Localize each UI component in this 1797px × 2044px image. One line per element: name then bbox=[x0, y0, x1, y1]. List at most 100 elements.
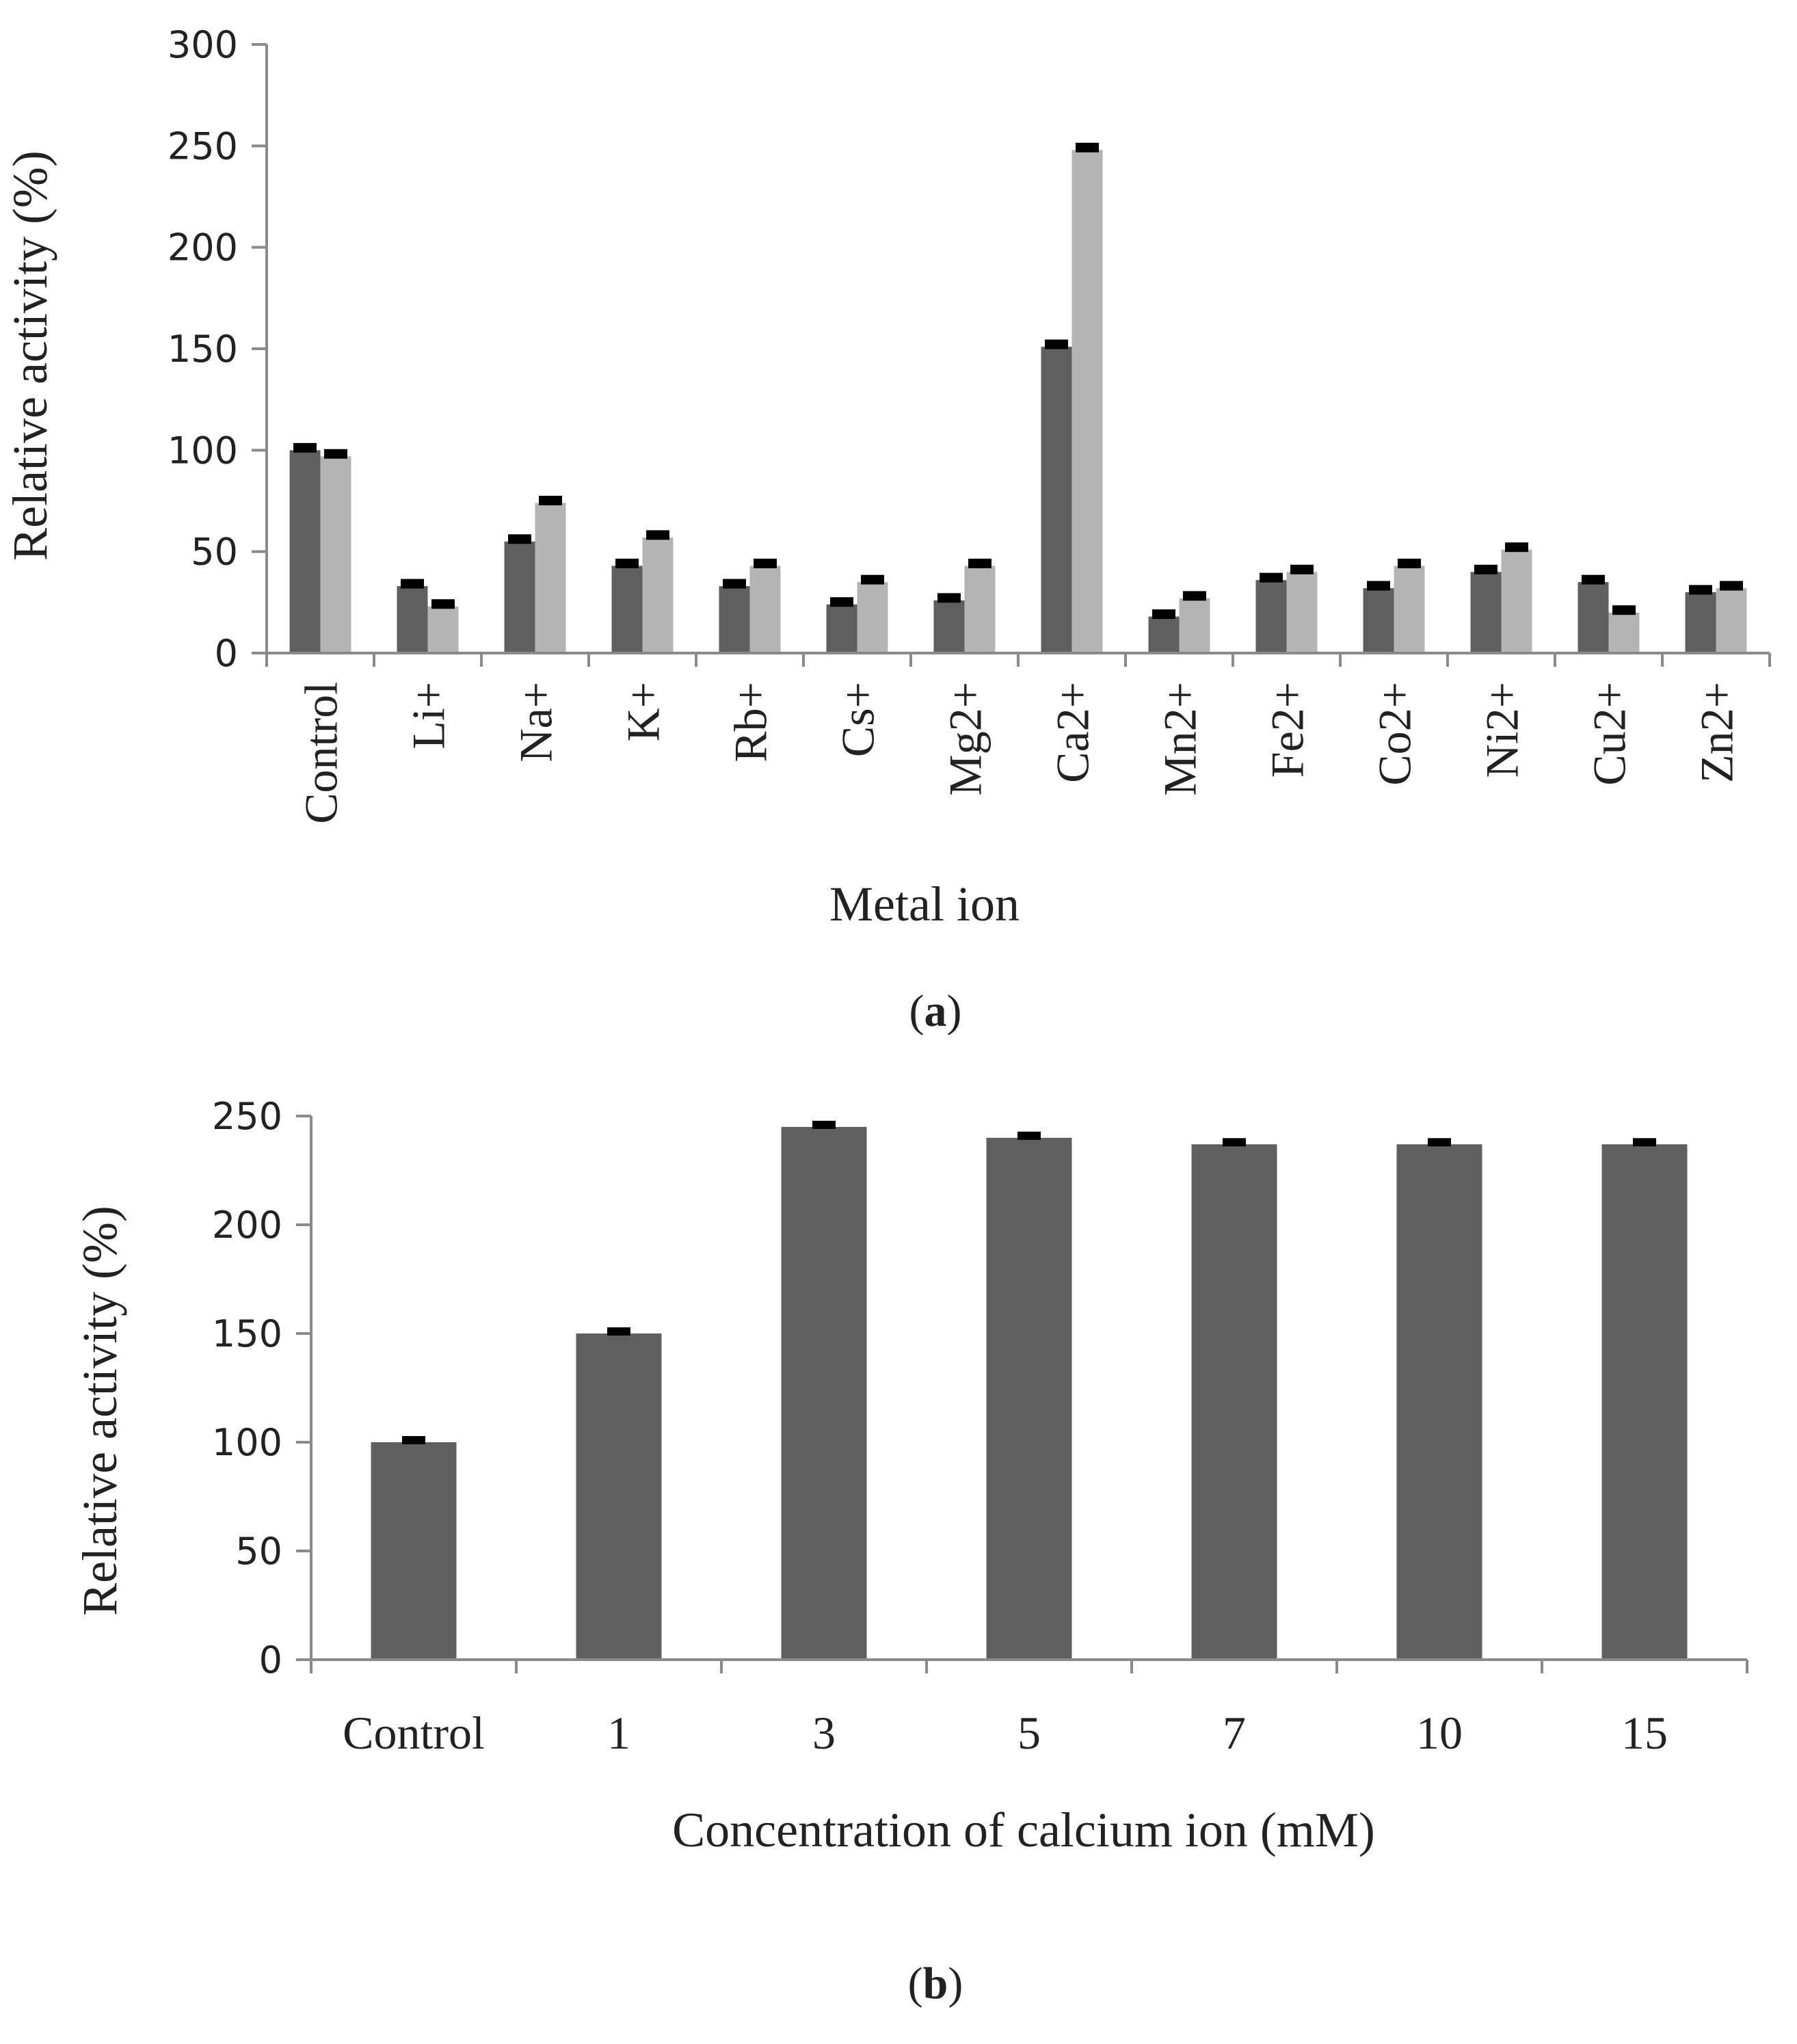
bar-mn2-s1 bbox=[1148, 616, 1180, 653]
bar-1-s1 bbox=[576, 1333, 662, 1660]
error-bar bbox=[1017, 1131, 1041, 1140]
y-tick-label: 50 bbox=[235, 1530, 282, 1573]
chart-b-bars bbox=[371, 1120, 1688, 1660]
bar-ca2-s2 bbox=[1071, 150, 1103, 653]
y-tick-label: 250 bbox=[168, 124, 238, 168]
y-tick-label: 0 bbox=[259, 1638, 282, 1682]
bar-control-s1 bbox=[289, 450, 321, 653]
error-bar bbox=[1076, 142, 1099, 152]
chart-a-x-labels: Control Li+ Na+ K+ Rb+ Cs+ Mg2+ Ca2+ Mn2+ Fe2+ Co2… bbox=[265, 653, 1771, 824]
error-bar bbox=[1223, 1138, 1246, 1147]
error-bar bbox=[1633, 1138, 1656, 1147]
x-tick-label: Zn2+ bbox=[1691, 682, 1743, 783]
bar-li-s1 bbox=[397, 586, 428, 653]
error-bar bbox=[812, 1120, 836, 1129]
bar-zn2-s2 bbox=[1716, 588, 1747, 653]
chart-b-x-labels: Control 1 3 5 7 10 15 bbox=[310, 1660, 1748, 1759]
bar-zn2-s1 bbox=[1685, 592, 1716, 653]
bar-control-s2 bbox=[320, 456, 351, 653]
bar-cs-s1 bbox=[826, 604, 857, 653]
error-bar bbox=[324, 449, 347, 459]
chart-a-bars bbox=[289, 142, 1747, 653]
bar-control-s1 bbox=[371, 1442, 457, 1660]
bar-fe2-s1 bbox=[1255, 580, 1287, 653]
x-tick-label: 3 bbox=[812, 1707, 836, 1759]
y-tick-label: 100 bbox=[168, 429, 238, 472]
bar-li-s2 bbox=[427, 606, 459, 653]
y-tick-label: 50 bbox=[191, 531, 238, 574]
bar-na-s2 bbox=[535, 503, 566, 653]
y-tick-label: 150 bbox=[168, 328, 238, 371]
error-bar bbox=[539, 495, 562, 505]
error-bar bbox=[646, 530, 669, 540]
error-bar bbox=[401, 579, 424, 589]
bar-k-s1 bbox=[611, 566, 643, 653]
error-bar bbox=[1367, 581, 1390, 591]
bar-cs-s2 bbox=[857, 582, 888, 653]
error-bar bbox=[968, 558, 991, 568]
x-tick-label: Li+ bbox=[403, 682, 455, 749]
error-bar bbox=[1428, 1138, 1451, 1147]
x-tick-label: Control bbox=[343, 1707, 485, 1759]
bar-10-s1 bbox=[1396, 1144, 1482, 1660]
error-bar bbox=[402, 1436, 425, 1444]
error-bar bbox=[615, 558, 639, 568]
bar-rb-s2 bbox=[749, 566, 781, 653]
chart-b-y-axis-title: Relative activity (%) bbox=[72, 1206, 127, 1616]
error-bar bbox=[937, 593, 961, 603]
chart-a: 0 50 100 150 200 250 300 Control Li+ Na+ K+ Rb+ Cs+… bbox=[3, 23, 1771, 931]
bar-k-s2 bbox=[642, 537, 674, 653]
chart-a-x-axis-title: Metal ion bbox=[829, 877, 1020, 931]
x-tick-label: Mg2+ bbox=[940, 682, 991, 796]
error-bar bbox=[1183, 591, 1206, 601]
error-bar bbox=[861, 574, 884, 585]
bar-ca2-s1 bbox=[1041, 347, 1072, 653]
x-tick-label: Fe2+ bbox=[1262, 682, 1314, 778]
panel-label-a: (a) bbox=[909, 986, 962, 1036]
bar-mg2-s1 bbox=[933, 600, 965, 653]
y-tick-label: 250 bbox=[212, 1095, 282, 1138]
bar-ni2-s1 bbox=[1470, 572, 1502, 653]
bar-ni2-s2 bbox=[1501, 549, 1532, 653]
bar-cu2-s1 bbox=[1578, 582, 1609, 653]
error-bar bbox=[723, 579, 746, 589]
error-bar bbox=[1474, 564, 1498, 574]
y-tick-label: 0 bbox=[215, 632, 238, 675]
chart-b: 0 50 100 150 200 250 Control 1 3 5 7 10 15 Relative… bbox=[72, 1095, 1748, 1857]
panel-label-b: (b) bbox=[908, 1959, 963, 2008]
error-bar bbox=[1398, 558, 1421, 568]
error-bar bbox=[754, 558, 777, 568]
error-bar bbox=[1505, 542, 1528, 553]
bar-na-s1 bbox=[504, 541, 535, 653]
bar-co2-s2 bbox=[1394, 566, 1425, 653]
y-tick-label: 100 bbox=[212, 1421, 282, 1464]
chart-b-y-ticks: 0 50 100 150 200 250 bbox=[212, 1095, 311, 1682]
x-tick-label: 15 bbox=[1621, 1707, 1668, 1759]
chart-a-y-axis-title: Relative activity (%) bbox=[3, 150, 57, 561]
error-bar bbox=[607, 1327, 630, 1336]
x-tick-label: Control bbox=[295, 682, 347, 824]
y-tick-label: 300 bbox=[168, 23, 238, 66]
x-tick-label: 7 bbox=[1223, 1707, 1246, 1759]
x-tick-label: 10 bbox=[1416, 1707, 1463, 1759]
x-tick-label: Co2+ bbox=[1369, 682, 1421, 786]
error-bar bbox=[1260, 572, 1283, 583]
bar-mn2-s2 bbox=[1179, 598, 1210, 653]
x-tick-label: Rb+ bbox=[725, 682, 777, 762]
error-bar bbox=[1290, 564, 1314, 574]
bar-15-s1 bbox=[1601, 1144, 1688, 1660]
x-tick-label: Cs+ bbox=[832, 682, 884, 757]
error-bar bbox=[1582, 574, 1605, 585]
error-bar bbox=[1689, 585, 1712, 595]
bar-3-s1 bbox=[781, 1126, 867, 1660]
chart-a-y-ticks: 0 50 100 150 200 250 300 bbox=[168, 23, 267, 675]
error-bar bbox=[1720, 581, 1743, 591]
bar-7-s1 bbox=[1191, 1144, 1277, 1660]
x-tick-label: Mn2+ bbox=[1154, 682, 1206, 796]
bar-mg2-s2 bbox=[964, 566, 996, 653]
x-tick-label: K+ bbox=[617, 682, 669, 741]
y-tick-label: 200 bbox=[212, 1204, 282, 1247]
x-tick-label: 5 bbox=[1017, 1707, 1041, 1759]
x-tick-label: 1 bbox=[607, 1707, 630, 1759]
